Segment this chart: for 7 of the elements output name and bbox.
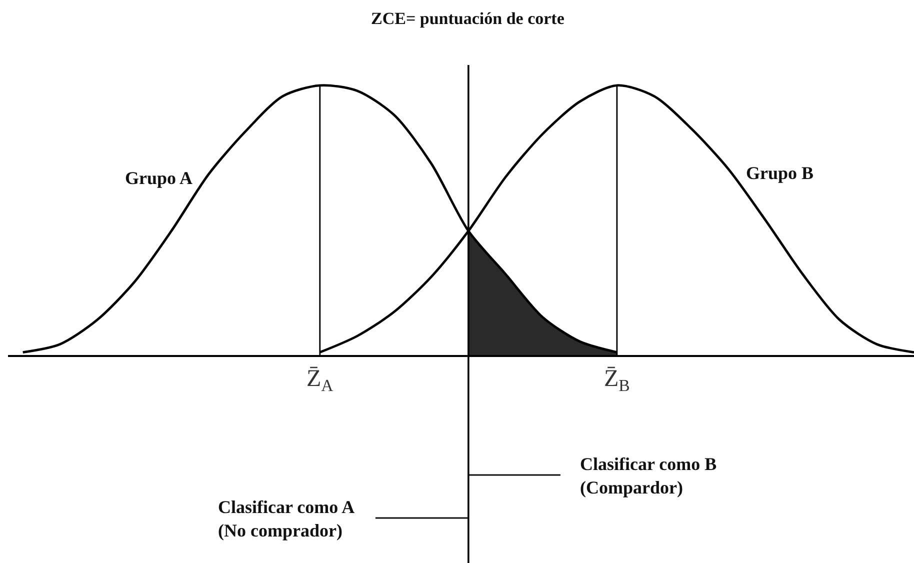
text: Clasificar como B (Compardor) bbox=[580, 454, 717, 498]
series-label: Grupo A bbox=[125, 168, 193, 188]
series-label: Grupo B bbox=[746, 163, 814, 183]
text: Clasificar como A (No comprador) bbox=[218, 497, 355, 540]
x-tick-label: Z̄$_{B}$ bbox=[604, 366, 630, 395]
chart-title: ZCE= puntuación de corte bbox=[371, 9, 565, 28]
x-tick-label: Z̄$_{A}$ bbox=[306, 366, 334, 395]
